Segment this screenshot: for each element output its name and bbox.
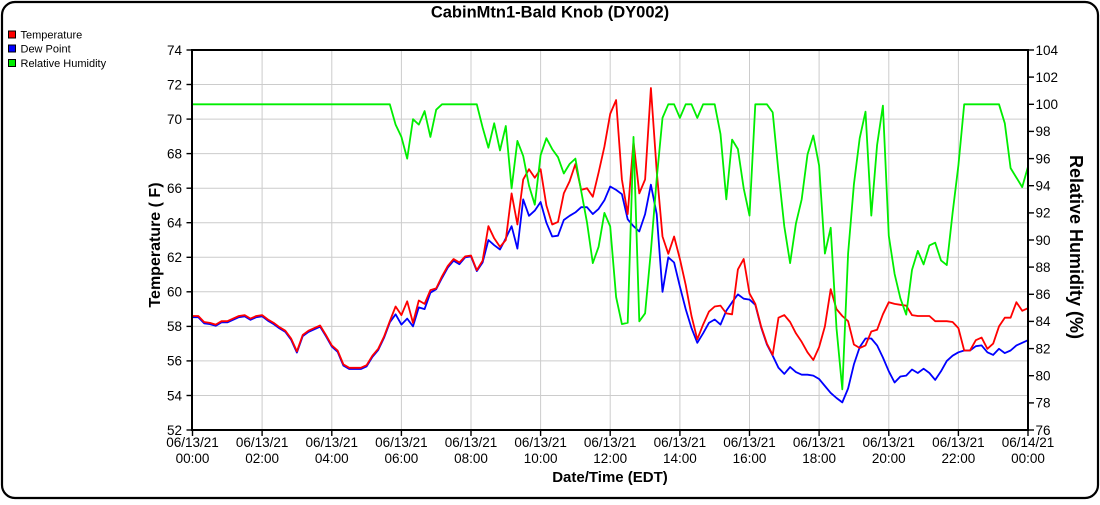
svg-text:06/13/21: 06/13/21 <box>584 435 637 450</box>
svg-text:00:00: 00:00 <box>176 451 210 466</box>
svg-text:02:00: 02:00 <box>245 451 279 466</box>
svg-text:54: 54 <box>167 388 183 403</box>
svg-text:06:00: 06:00 <box>385 451 419 466</box>
svg-text:16:00: 16:00 <box>733 451 767 466</box>
svg-text:60: 60 <box>167 285 182 300</box>
svg-text:08:00: 08:00 <box>454 451 488 466</box>
svg-text:68: 68 <box>167 146 182 161</box>
svg-text:94: 94 <box>1036 179 1052 194</box>
svg-text:14:00: 14:00 <box>663 451 697 466</box>
svg-text:74: 74 <box>167 43 183 58</box>
svg-text:58: 58 <box>167 319 182 334</box>
svg-text:Temperature: Temperature <box>21 29 83 41</box>
svg-text:90: 90 <box>1036 233 1051 248</box>
svg-text:06/13/21: 06/13/21 <box>863 435 916 450</box>
svg-text:62: 62 <box>167 250 182 265</box>
svg-text:Date/Time (EDT): Date/Time (EDT) <box>552 469 668 486</box>
svg-text:20:00: 20:00 <box>872 451 906 466</box>
svg-text:102: 102 <box>1036 70 1059 85</box>
svg-text:10:00: 10:00 <box>524 451 558 466</box>
svg-text:06/13/21: 06/13/21 <box>932 435 985 450</box>
svg-text:22:00: 22:00 <box>942 451 976 466</box>
svg-text:64: 64 <box>167 216 183 231</box>
svg-text:66: 66 <box>167 181 182 196</box>
svg-text:Temperature ( F): Temperature ( F) <box>147 182 164 307</box>
svg-text:06/14/21: 06/14/21 <box>1002 435 1055 450</box>
svg-text:78: 78 <box>1036 396 1051 411</box>
svg-text:Dew Point: Dew Point <box>21 43 71 55</box>
svg-text:96: 96 <box>1036 151 1051 166</box>
svg-text:100: 100 <box>1036 97 1059 112</box>
svg-text:84: 84 <box>1036 314 1052 329</box>
svg-text:06/13/21: 06/13/21 <box>654 435 707 450</box>
svg-text:06/13/21: 06/13/21 <box>793 435 846 450</box>
svg-text:88: 88 <box>1036 260 1051 275</box>
svg-text:86: 86 <box>1036 287 1051 302</box>
svg-text:06/13/21: 06/13/21 <box>236 435 289 450</box>
svg-text:98: 98 <box>1036 124 1051 139</box>
svg-text:Relative Humidity: Relative Humidity <box>21 58 107 70</box>
svg-text:06/13/21: 06/13/21 <box>306 435 359 450</box>
svg-text:06/13/21: 06/13/21 <box>166 435 219 450</box>
svg-text:82: 82 <box>1036 341 1051 356</box>
svg-text:06/13/21: 06/13/21 <box>375 435 428 450</box>
svg-text:72: 72 <box>167 77 182 92</box>
svg-text:CabinMtn1-Bald Knob (DY002): CabinMtn1-Bald Knob (DY002) <box>431 4 669 22</box>
svg-text:04:00: 04:00 <box>315 451 349 466</box>
svg-text:56: 56 <box>167 354 182 369</box>
svg-text:06/13/21: 06/13/21 <box>723 435 776 450</box>
svg-text:06/13/21: 06/13/21 <box>445 435 498 450</box>
svg-text:52: 52 <box>167 423 182 438</box>
svg-text:06/13/21: 06/13/21 <box>514 435 567 450</box>
svg-text:80: 80 <box>1036 369 1051 384</box>
svg-text:Relative Humidity (%): Relative Humidity (%) <box>1066 155 1086 339</box>
svg-text:76: 76 <box>1036 423 1051 438</box>
svg-text:70: 70 <box>167 112 182 127</box>
svg-text:18:00: 18:00 <box>802 451 836 466</box>
svg-text:00:00: 00:00 <box>1011 451 1045 466</box>
svg-text:12:00: 12:00 <box>593 451 627 466</box>
svg-text:104: 104 <box>1036 43 1059 58</box>
svg-text:92: 92 <box>1036 206 1051 221</box>
